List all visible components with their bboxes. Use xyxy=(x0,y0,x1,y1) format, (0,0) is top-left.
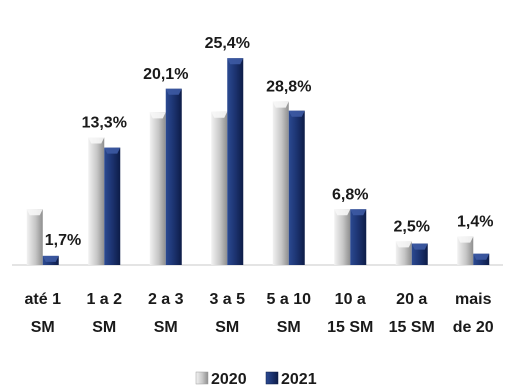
svg-text:SM: SM xyxy=(215,319,239,336)
bar-2020-7 xyxy=(395,241,412,265)
svg-text:de 20: de 20 xyxy=(453,319,494,336)
svg-text:até 1: até 1 xyxy=(25,291,62,308)
category-label: 10 a 15 SM xyxy=(327,291,373,336)
legend-item-2020: 2020 xyxy=(195,371,247,387)
value-label: 13,3% xyxy=(82,115,127,132)
svg-text:2021: 2021 xyxy=(281,371,317,387)
svg-text:1 a 2: 1 a 2 xyxy=(86,291,122,308)
category-label: 2 a 3 SM xyxy=(148,291,184,336)
svg-text:SM: SM xyxy=(154,319,178,336)
bar-2021-1 xyxy=(42,255,59,265)
bar-2021-5 xyxy=(288,110,305,265)
bar-2021-6 xyxy=(350,209,367,265)
bar-2021-2 xyxy=(104,147,121,265)
svg-text:2020: 2020 xyxy=(211,371,247,387)
svg-text:20 a: 20 a xyxy=(396,291,427,308)
value-label: 20,1% xyxy=(143,66,188,83)
bar-2021-3 xyxy=(165,88,182,265)
category-label: 20 a 15 SM xyxy=(389,291,435,336)
bar-2020-6 xyxy=(334,209,351,265)
svg-text:2 a 3: 2 a 3 xyxy=(148,291,184,308)
svg-text:5 a 10: 5 a 10 xyxy=(267,291,312,308)
bar-2020-8 xyxy=(457,236,474,265)
svg-text:15 SM: 15 SM xyxy=(327,319,373,336)
legend-item-2021: 2021 xyxy=(265,371,317,387)
value-label: 1,4% xyxy=(457,214,493,231)
category-label: 3 a 5 SM xyxy=(209,291,245,336)
value-label: 6,8% xyxy=(332,186,368,203)
bar-2020-1 xyxy=(26,209,43,265)
category-label: 1 a 2 SM xyxy=(86,291,122,336)
value-label: 2,5% xyxy=(394,218,430,235)
category-label: mais de 20 xyxy=(453,291,494,336)
legend: 2020 2021 xyxy=(195,371,317,387)
svg-text:SM: SM xyxy=(277,319,301,336)
bar-2021-4 xyxy=(227,58,244,265)
bar-2021-7 xyxy=(411,243,428,265)
svg-text:3 a 5: 3 a 5 xyxy=(209,291,245,308)
svg-text:15 SM: 15 SM xyxy=(389,319,435,336)
category-label: 5 a 10 SM xyxy=(267,291,312,336)
svg-text:10 a: 10 a xyxy=(335,291,366,308)
bar-2020-4 xyxy=(211,111,228,266)
bar-2020-5 xyxy=(272,101,289,265)
svg-text:SM: SM xyxy=(31,319,55,336)
bar-2021-8 xyxy=(473,253,490,265)
svg-text:SM: SM xyxy=(92,319,116,336)
value-label: 28,8% xyxy=(266,79,311,96)
category-label: até 1 SM xyxy=(25,291,62,336)
svg-text:mais: mais xyxy=(455,291,492,308)
value-label: 25,4% xyxy=(205,35,250,52)
bar-2020-2 xyxy=(88,137,105,265)
bar-2020-3 xyxy=(149,112,166,265)
value-label: 1,7% xyxy=(45,232,81,249)
